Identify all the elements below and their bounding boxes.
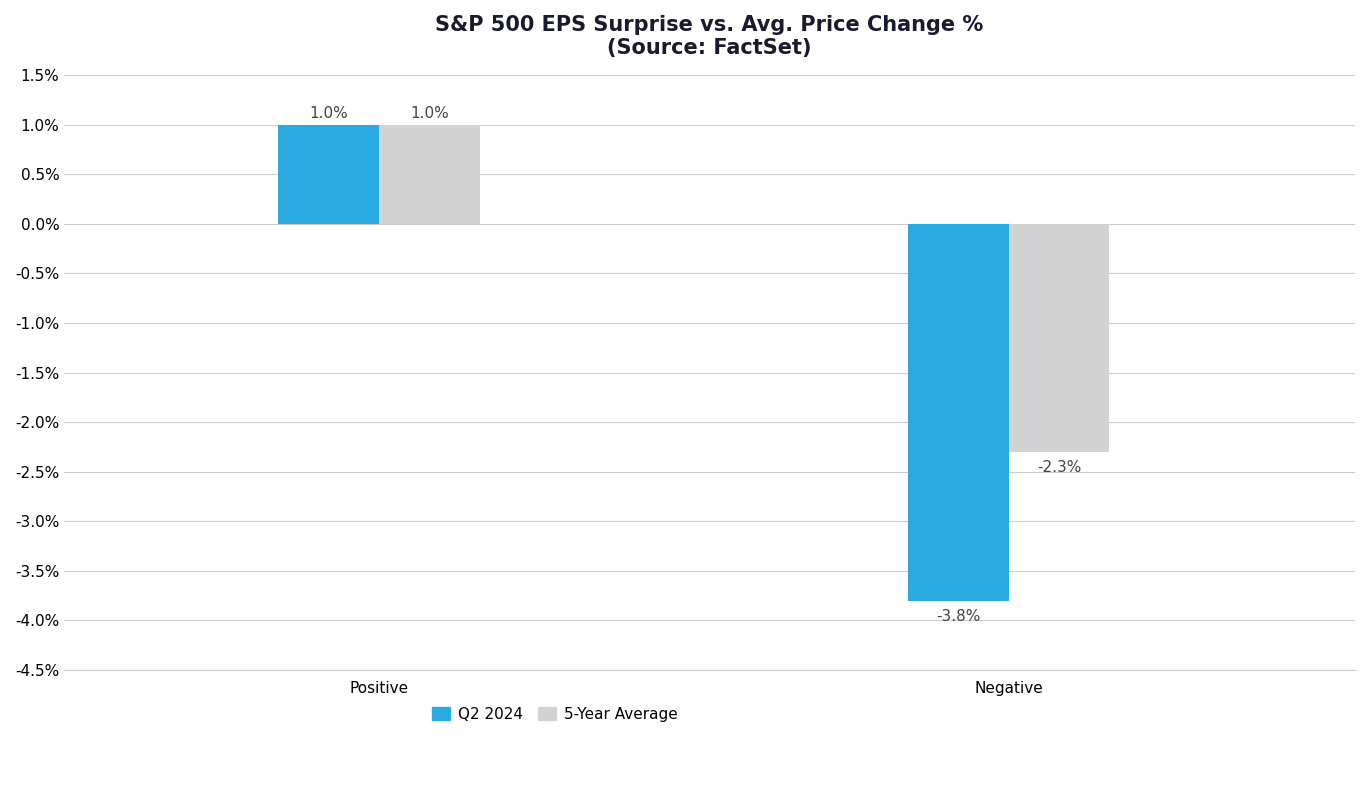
Title: S&P 500 EPS Surprise vs. Avg. Price Change %
(Source: FactSet): S&P 500 EPS Surprise vs. Avg. Price Chan… [436,15,984,58]
Bar [379,124,479,224]
Bar [278,124,379,224]
Text: -3.8%: -3.8% [936,608,981,623]
Text: 1.0%: 1.0% [310,105,348,120]
Text: 1.0%: 1.0% [410,105,449,120]
Bar [1008,224,1110,452]
Text: -2.3%: -2.3% [1037,460,1081,474]
Bar [908,224,1008,600]
Legend: Q2 2024, 5-Year Average: Q2 2024, 5-Year Average [426,701,684,728]
